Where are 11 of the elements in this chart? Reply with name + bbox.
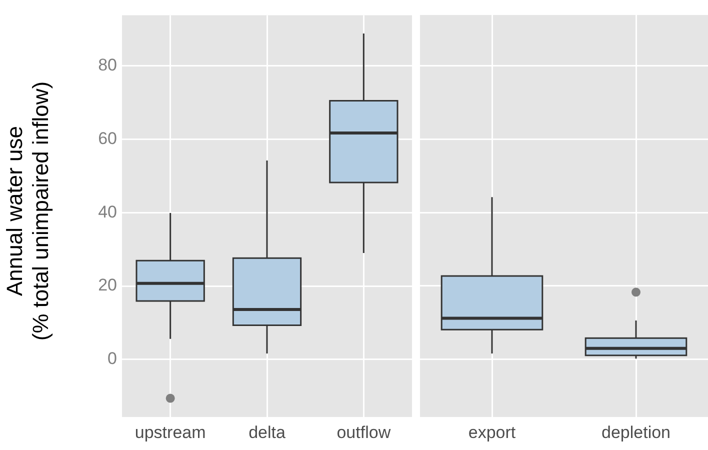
x-tick-label: delta [248, 422, 286, 442]
x-tick-label: outflow [336, 422, 392, 442]
y-axis-title: Annual water use (% total unimpaired inflow) [2, 81, 54, 341]
y-tick-label: 40 [98, 202, 117, 222]
x-tick-label: export [468, 422, 516, 442]
y-tick-label: 0 [108, 349, 117, 368]
x-tick-label: upstream [134, 422, 206, 442]
y-tick-label: 20 [98, 276, 117, 295]
y-tick-label: 60 [98, 128, 117, 148]
y-tick-label: 80 [98, 56, 117, 75]
x-tick-label: depletion [601, 422, 671, 442]
